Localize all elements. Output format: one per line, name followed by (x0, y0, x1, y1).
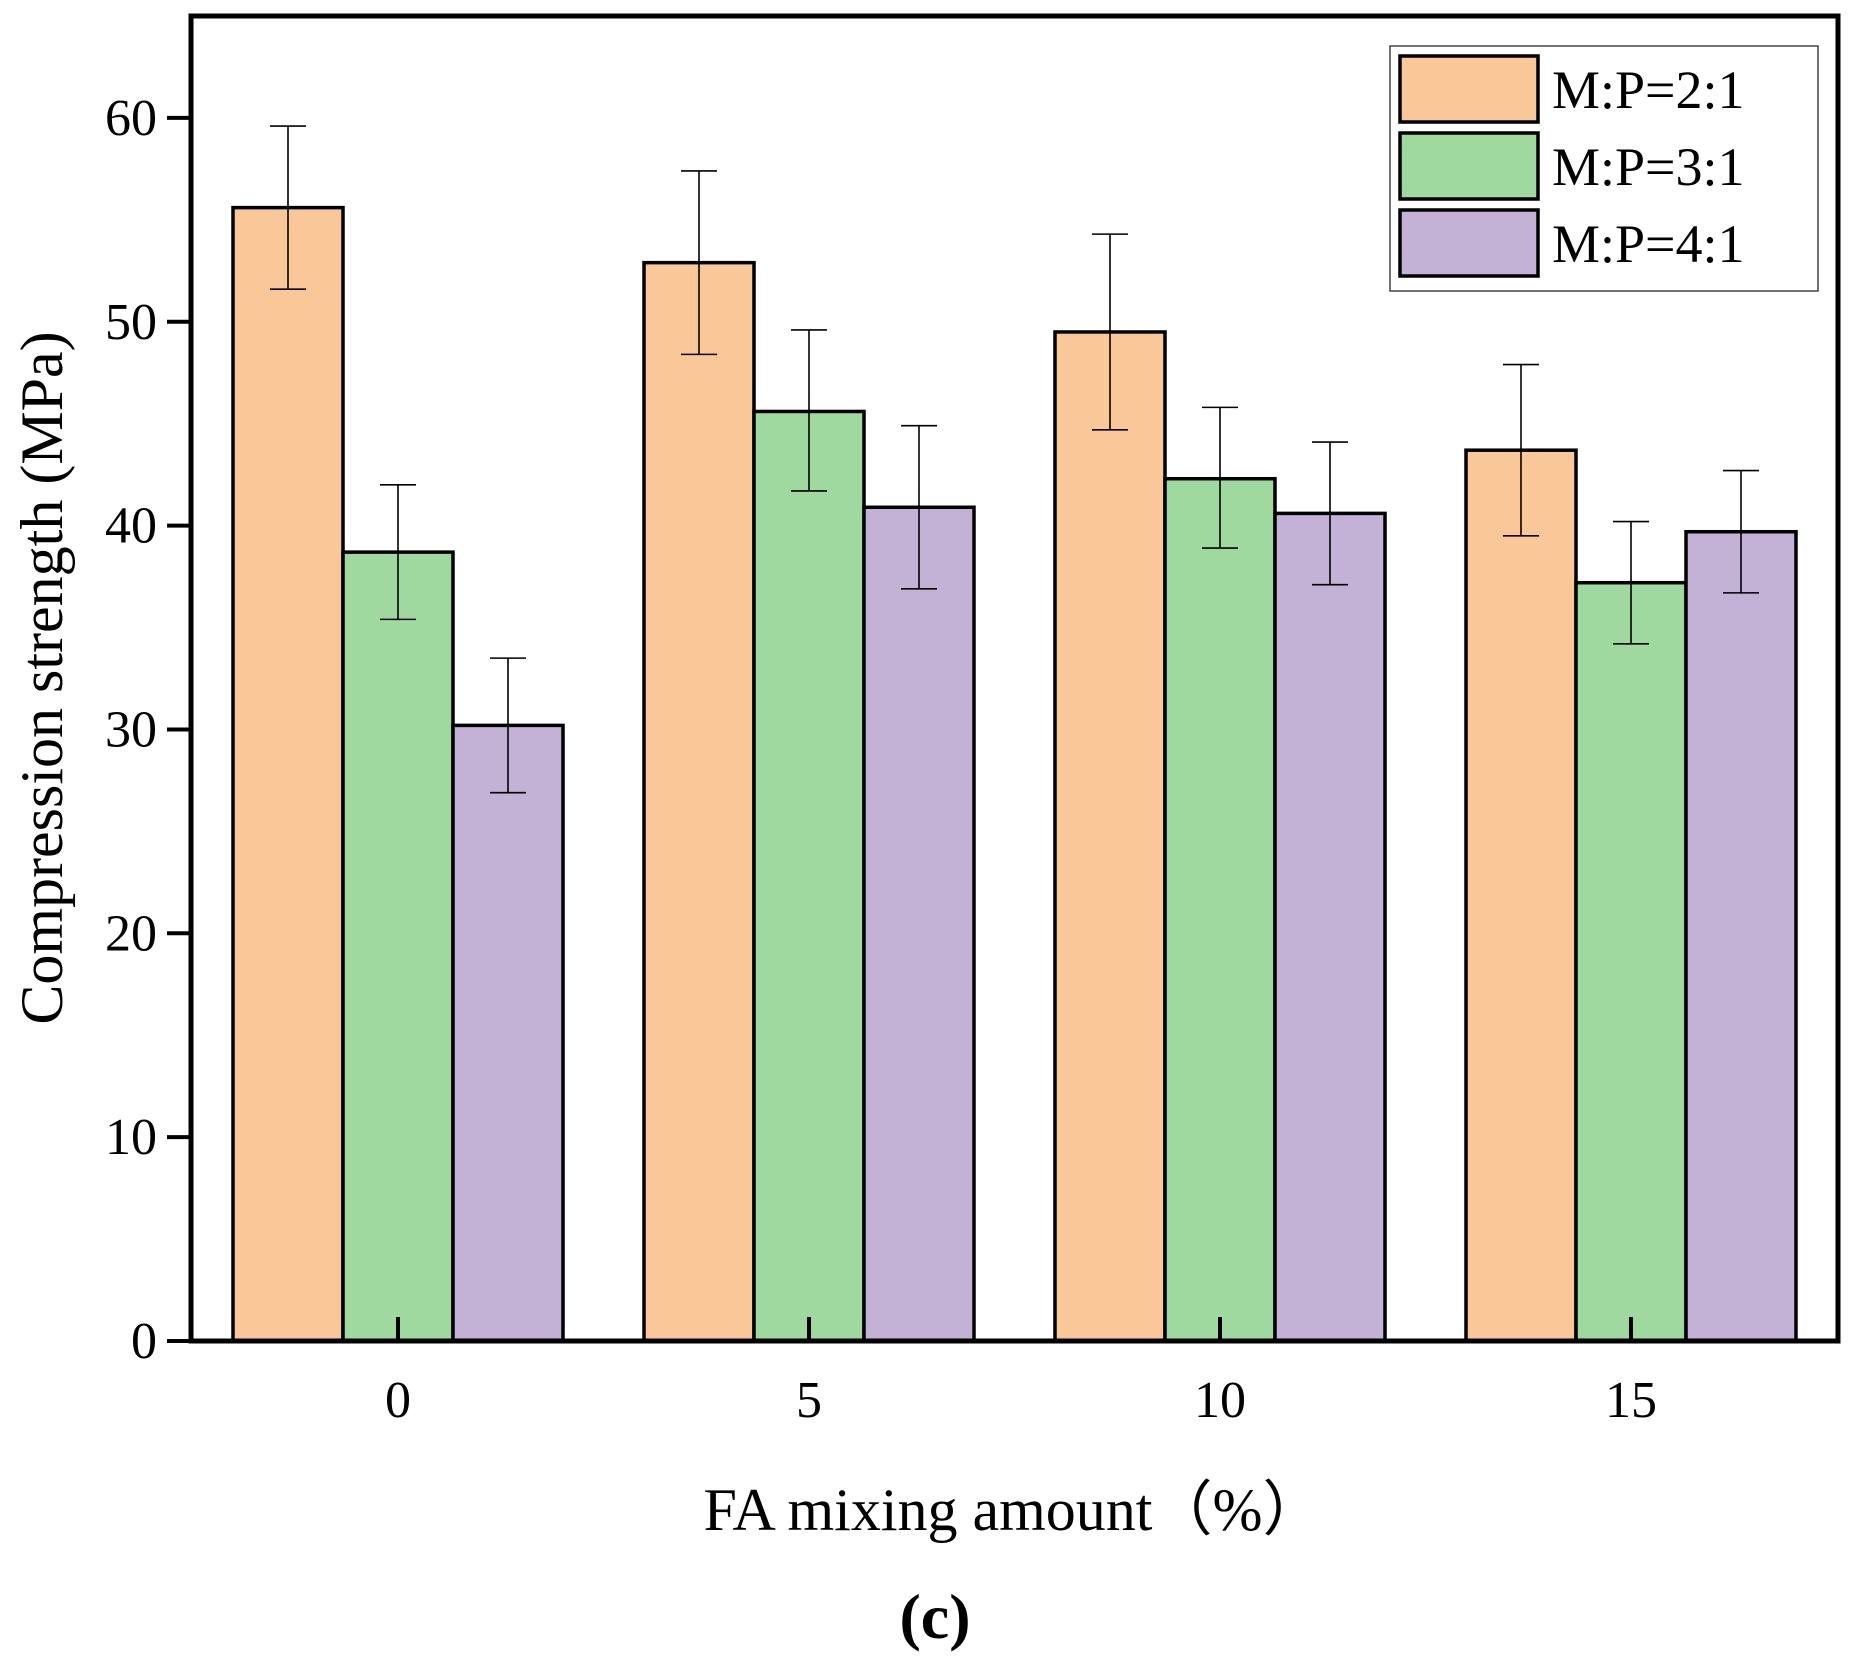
legend-swatch-M:P=2:1 (1398, 54, 1540, 124)
bar-M:P=3:1-10 (1163, 476, 1277, 1343)
error-bar-M:P=3:1-0 (380, 484, 416, 621)
y-tick-label: 50 (105, 294, 157, 351)
error-bar-M:P=3:1-5 (791, 329, 827, 492)
x-axis: 0 5 10 15 (385, 1317, 1657, 1429)
error-bar-M:P=4:1-10 (1312, 441, 1348, 586)
bar-M:P=2:1-0 (231, 205, 345, 1343)
bar-M:P=4:1-0 (451, 723, 565, 1343)
x-tick-label: 15 (1605, 1372, 1657, 1429)
error-bar-M:P=4:1-15 (1723, 469, 1759, 594)
bar-M:P=2:1-15 (1464, 448, 1578, 1343)
plot-frame (188, 13, 1841, 1344)
error-bar-M:P=4:1-0 (490, 657, 526, 794)
y-axis-title: Compression strength (MPa) (9, 331, 75, 1024)
bar-M:P=4:1-15 (1684, 529, 1798, 1343)
error-bar-M:P=4:1-5 (901, 424, 937, 590)
error-bar-M:P=2:1-0 (270, 125, 306, 290)
bar-M:P=4:1-5 (862, 505, 976, 1343)
bar-M:P=4:1-10 (1273, 511, 1387, 1343)
legend-swatch-M:P=3:1 (1398, 131, 1540, 201)
x-tick-label: 10 (1194, 1372, 1246, 1429)
bar-M:P=3:1-0 (341, 550, 455, 1343)
legend-label: M:P=2:1 (1552, 60, 1745, 120)
panel-label: (c) (899, 1581, 970, 1652)
bar-M:P=2:1-5 (642, 260, 756, 1343)
error-bar-M:P=2:1-15 (1503, 363, 1539, 537)
y-tick-label: 60 (105, 90, 157, 147)
bar-M:P=2:1-10 (1053, 330, 1167, 1343)
x-tick-label: 0 (385, 1372, 411, 1429)
y-tick-label: 10 (105, 1109, 157, 1166)
y-tick-label: 30 (105, 701, 157, 758)
y-tick-label: 40 (105, 498, 157, 555)
legend-swatch-M:P=4:1 (1398, 208, 1540, 278)
legend-label: M:P=3:1 (1552, 137, 1745, 197)
y-tick-label: 20 (105, 905, 157, 962)
error-bar-M:P=3:1-15 (1613, 520, 1649, 645)
y-axis: 0 10 20 30 40 50 60 (105, 90, 191, 1370)
bar-M:P=3:1-15 (1574, 580, 1688, 1343)
error-bar-M:P=2:1-10 (1092, 233, 1128, 431)
error-bars-layer (270, 125, 1759, 794)
bar-M:P=3:1-5 (752, 409, 866, 1343)
y-tick-label: 0 (131, 1313, 157, 1370)
bars-layer (231, 205, 1798, 1343)
legend: M:P=2:1 M:P=3:1 M:P=4:1 (1389, 45, 1819, 292)
error-bar-M:P=3:1-10 (1202, 406, 1238, 549)
legend-label: M:P=4:1 (1552, 214, 1745, 274)
error-bar-M:P=2:1-5 (681, 170, 717, 356)
x-axis-title: FA mixing amount（%） (704, 1477, 1323, 1543)
x-tick-label: 5 (796, 1372, 822, 1429)
